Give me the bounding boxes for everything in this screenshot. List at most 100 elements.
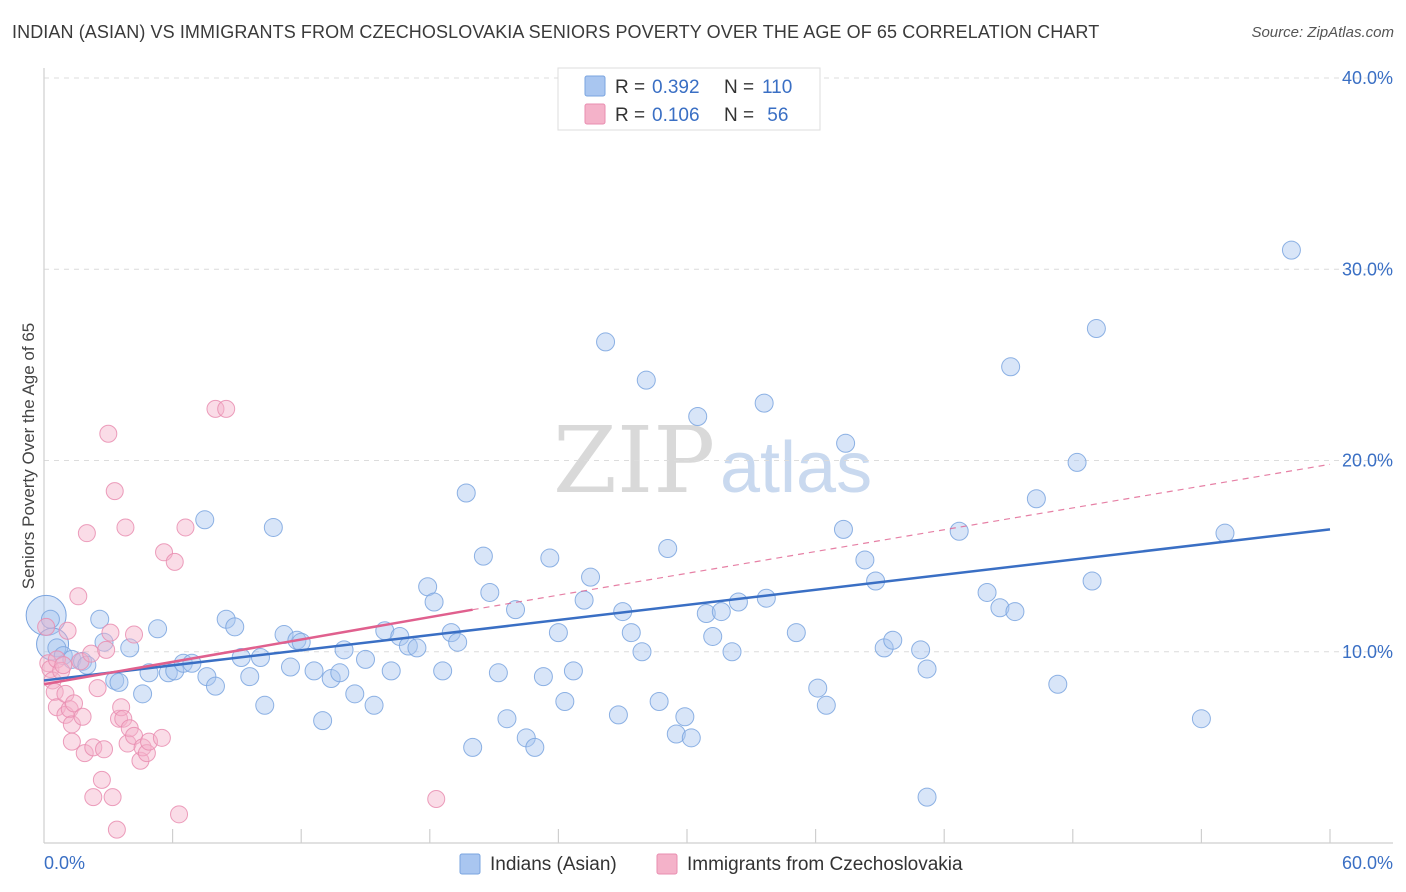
data-point-indians xyxy=(632,642,652,662)
data-point-indians xyxy=(754,393,774,413)
data-point-indians xyxy=(596,332,616,352)
data-point-czechoslovakia xyxy=(116,518,135,537)
data-point-indians xyxy=(756,588,776,608)
data-point-indians xyxy=(574,590,594,610)
data-point-indians xyxy=(133,684,153,704)
data-point-indians xyxy=(540,548,560,568)
chart-title: INDIAN (ASIAN) VS IMMIGRANTS FROM CZECHO… xyxy=(12,22,1100,42)
data-point-indians xyxy=(356,649,375,669)
data-point-indians xyxy=(255,695,275,715)
data-points xyxy=(25,240,1301,839)
y-tick-labels: 10.0% 20.0% 30.0% 40.0% xyxy=(1342,68,1393,662)
data-point-czechoslovakia xyxy=(170,805,189,824)
series-legend-label-indians: Indians (Asian) xyxy=(490,854,617,875)
data-point-indians xyxy=(658,538,678,558)
data-point-czechoslovakia xyxy=(217,399,236,418)
data-point-indians xyxy=(280,657,300,677)
data-point-indians xyxy=(90,609,110,629)
data-point-indians xyxy=(836,433,856,453)
data-point-indians xyxy=(855,550,875,570)
series-legend-label-czechoslovakia: Immigrants from Czechoslovakia xyxy=(687,854,963,875)
y-axis-label: Seniors Poverty Over the Age of 65 xyxy=(19,323,38,589)
data-point-indians xyxy=(666,724,686,744)
data-point-czechoslovakia xyxy=(107,820,126,839)
data-point-indians xyxy=(1215,523,1235,543)
data-point-indians xyxy=(555,691,575,711)
data-point-indians xyxy=(330,663,350,683)
data-point-czechoslovakia xyxy=(69,587,88,606)
y-tick-label: 10.0% xyxy=(1342,642,1393,662)
data-point-indians xyxy=(808,678,828,698)
data-point-indians xyxy=(148,619,168,639)
x-tick-label-max: 60.0% xyxy=(1342,853,1393,873)
data-point-czechoslovakia xyxy=(152,728,171,747)
data-point-indians xyxy=(448,632,468,652)
data-point-indians xyxy=(563,661,583,681)
data-point-indians xyxy=(728,592,748,612)
data-point-czechoslovakia xyxy=(84,788,103,807)
data-point-indians xyxy=(917,659,937,679)
data-point-indians xyxy=(608,705,628,725)
data-point-indians xyxy=(313,711,333,731)
data-point-indians xyxy=(364,695,384,715)
data-point-indians xyxy=(1086,319,1106,339)
data-point-indians xyxy=(1026,489,1046,509)
legend-r-label-pink: R = xyxy=(615,105,645,126)
data-point-indians xyxy=(1281,240,1301,260)
data-point-indians xyxy=(688,407,708,427)
data-point-indians xyxy=(649,691,669,711)
data-point-indians xyxy=(917,787,937,807)
data-point-indians xyxy=(548,623,568,643)
data-point-indians xyxy=(205,676,225,696)
data-point-indians xyxy=(621,623,641,643)
legend-r-value-pink: 0.106 xyxy=(652,105,700,126)
y-tick-label: 30.0% xyxy=(1342,259,1393,279)
data-point-czechoslovakia xyxy=(137,744,156,763)
legend-n-value-blue: 110 xyxy=(762,77,792,98)
data-point-czechoslovakia xyxy=(118,734,137,753)
data-point-czechoslovakia xyxy=(88,679,107,698)
data-point-indians xyxy=(250,647,270,667)
legend-swatch-pink xyxy=(584,103,606,125)
data-point-indians xyxy=(488,663,508,683)
x-tick-label-min: 0.0% xyxy=(44,853,85,873)
data-point-indians xyxy=(816,695,836,715)
data-point-indians xyxy=(1005,602,1025,622)
series-legend-swatch-indians xyxy=(459,853,481,875)
axes xyxy=(43,68,1393,844)
data-point-indians xyxy=(696,604,716,623)
series-legend: Indians (Asian) Immigrants from Czechosl… xyxy=(459,853,963,875)
data-point-czechoslovakia xyxy=(176,518,195,537)
data-point-czechoslovakia xyxy=(114,709,133,728)
data-point-czechoslovakia xyxy=(101,623,120,642)
data-point-czechoslovakia xyxy=(92,770,111,789)
data-point-czechoslovakia xyxy=(65,694,84,713)
data-point-indians xyxy=(463,737,483,757)
data-point-indians xyxy=(786,623,806,643)
data-point-czechoslovakia xyxy=(103,788,122,807)
y-tick-label: 40.0% xyxy=(1342,68,1393,88)
data-point-czechoslovakia xyxy=(73,707,92,726)
data-point-indians xyxy=(703,626,723,646)
data-point-indians xyxy=(1067,452,1087,472)
source-credit: Source: ZipAtlas.com xyxy=(1251,24,1394,41)
data-point-czechoslovakia xyxy=(62,715,81,734)
data-point-indians xyxy=(990,598,1010,618)
data-point-czechoslovakia xyxy=(95,740,114,759)
legend-n-value-pink: 56 xyxy=(762,105,788,126)
data-point-indians xyxy=(1191,709,1211,729)
data-point-indians xyxy=(911,640,931,660)
series-legend-swatch-czechoslovakia xyxy=(656,853,678,875)
trend-lines xyxy=(43,463,1331,686)
data-point-indians xyxy=(345,684,365,704)
data-point-czechoslovakia xyxy=(206,399,225,418)
stats-legend: R = 0.392 N = 110 R = 0.106 N = 56 xyxy=(557,67,821,131)
data-point-indians xyxy=(581,567,601,587)
legend-n-label-blue: N = xyxy=(724,77,754,98)
data-point-indians xyxy=(977,582,997,602)
data-point-indians xyxy=(722,642,742,662)
legend-r-label-blue: R = xyxy=(615,77,645,98)
data-point-czechoslovakia xyxy=(165,552,184,571)
data-point-indians xyxy=(240,667,260,687)
